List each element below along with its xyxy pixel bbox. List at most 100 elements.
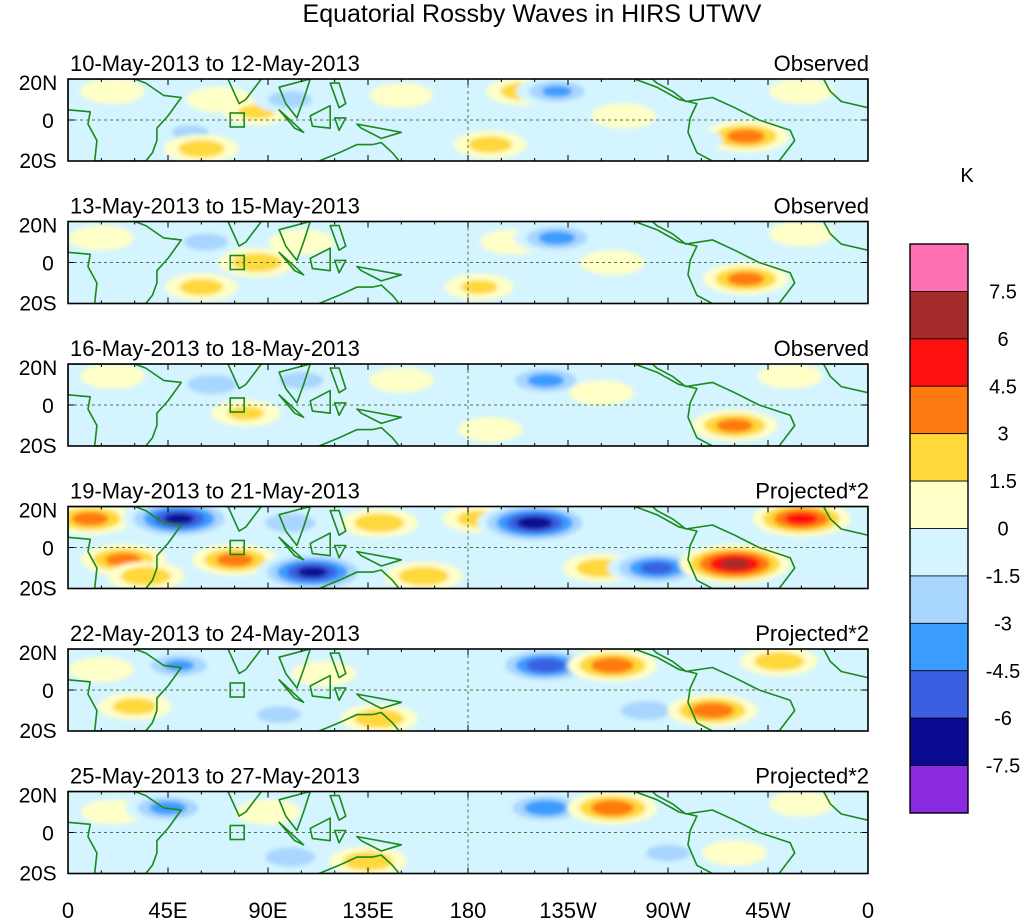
coastline xyxy=(309,674,332,700)
coastline xyxy=(227,364,263,390)
anomaly-contour xyxy=(757,364,823,389)
anomaly-contour xyxy=(768,791,834,817)
panel-date-range: 25-May-2013 to 27-May-2013 xyxy=(70,764,360,789)
colorbar-label: -1.5 xyxy=(986,566,1020,588)
anomaly-contour xyxy=(368,367,434,393)
coastline xyxy=(278,649,312,689)
colorbar-label: 0 xyxy=(997,519,1008,541)
coastline xyxy=(333,117,347,132)
coastlines xyxy=(68,791,868,874)
colorbar-frame xyxy=(909,243,969,814)
coastline xyxy=(822,791,868,822)
coastline xyxy=(278,536,305,561)
coastline xyxy=(318,569,400,589)
anomaly-contour xyxy=(335,123,401,149)
anomaly-contour xyxy=(690,702,734,719)
coastline xyxy=(633,79,796,161)
lat-tick-label: 0 xyxy=(42,253,54,276)
anomaly-contour xyxy=(590,800,634,816)
panel-type-label: Projected*2 xyxy=(755,764,869,789)
colorbar-swatch xyxy=(909,622,969,672)
colorbar-label: 4.5 xyxy=(989,376,1017,398)
lat-tick-label: 0 xyxy=(42,538,54,561)
lat-tick-label: 0 xyxy=(42,110,54,133)
anomaly-contour xyxy=(354,709,405,729)
lon-tick-label: 45E xyxy=(148,898,187,922)
coastlines xyxy=(68,221,868,304)
lat-tick-label: 20N xyxy=(19,215,58,238)
lon-tick-label: 135W xyxy=(539,898,597,922)
lat-tick-label: 20S xyxy=(19,293,56,316)
coastline xyxy=(329,367,347,394)
anomaly-contour xyxy=(620,701,671,720)
coastline xyxy=(278,678,305,704)
coastline xyxy=(329,82,347,109)
coastline xyxy=(309,104,332,129)
anomaly-contour xyxy=(460,279,498,295)
coastline xyxy=(278,221,312,262)
longitude-axis: 0 45E 90E 135E 180 135W 90W 45W 0 xyxy=(62,898,874,922)
coastline xyxy=(333,402,347,417)
anomaly-contour xyxy=(80,79,145,104)
anomaly-contour xyxy=(768,221,834,247)
anomaly-contour xyxy=(68,225,134,251)
anomaly-contour xyxy=(468,136,513,153)
coastline xyxy=(356,693,403,710)
coastline xyxy=(227,791,263,817)
map-panel: 20N 0 20S 19-May-2013 to 21-May-2013 Project… xyxy=(19,479,869,601)
coastline xyxy=(333,544,347,559)
anomaly-contour xyxy=(112,698,157,715)
anomaly-contour xyxy=(120,566,171,586)
anomaly-contour xyxy=(265,847,316,867)
panel-date-range: 10-May-2013 to 12-May-2013 xyxy=(70,51,360,76)
coastline xyxy=(227,506,263,532)
lat-tick-label: 20N xyxy=(19,357,58,380)
map-panels: 20N 0 20S 10-May-2013 to 12-May-2013 Observe… xyxy=(19,51,869,886)
lat-tick-label: 0 xyxy=(42,823,54,846)
lat-tick-label: 20S xyxy=(19,578,56,601)
anomaly-contour xyxy=(71,512,109,526)
figure-title: Equatorial Rossby Waves in HIRS UTWV xyxy=(303,0,762,28)
anomaly-contour xyxy=(716,418,754,433)
anomaly-contour xyxy=(646,384,712,410)
coastline xyxy=(318,284,400,304)
map-panel: 20N 0 20S 25-May-2013 to 27-May-2013 Project… xyxy=(19,764,869,886)
coastline xyxy=(356,123,403,140)
coastline xyxy=(318,141,400,161)
coastline xyxy=(329,652,347,679)
colorbar-swatch xyxy=(909,717,969,766)
anomaly-contour xyxy=(527,373,565,388)
colorbar-swatch xyxy=(909,528,969,577)
anomaly-contour xyxy=(291,661,356,687)
colorbar-swatch xyxy=(909,338,969,387)
coastline xyxy=(309,532,332,557)
anomaly-contour xyxy=(297,566,328,578)
map-panel: 20N 0 20S 10-May-2013 to 12-May-2013 Observe… xyxy=(19,51,869,173)
colorbar-label: 3 xyxy=(997,424,1008,446)
lat-tick-label: 20S xyxy=(19,720,56,743)
coastline xyxy=(822,221,868,251)
lon-tick-label: 90W xyxy=(645,898,690,922)
coastline xyxy=(356,408,403,425)
lon-tick-label: 45W xyxy=(745,898,790,922)
colorbar-label: 1.5 xyxy=(989,471,1017,493)
coastline xyxy=(822,649,868,679)
anomaly-contour xyxy=(398,566,449,586)
coastline xyxy=(278,109,305,134)
colorbar-swatch xyxy=(909,575,969,624)
coastline xyxy=(822,364,868,394)
lat-tick-label: 20S xyxy=(19,150,56,173)
colorbar-label: 6 xyxy=(997,329,1008,351)
anomaly-contour xyxy=(163,513,195,525)
coastline xyxy=(278,393,305,419)
coastline xyxy=(278,364,312,404)
anomaly-contour xyxy=(324,270,390,296)
lat-tick-label: 20N xyxy=(19,72,58,95)
anomaly-contour xyxy=(516,516,553,530)
colorbar-swatch xyxy=(909,765,969,814)
anomaly-contour xyxy=(524,800,568,816)
panel-type-label: Observed xyxy=(774,336,869,361)
colorbar-label: -6 xyxy=(994,708,1012,730)
map-panel: 20N 0 20S 22-May-2013 to 24-May-2013 Project… xyxy=(19,621,869,743)
coastline xyxy=(356,265,403,282)
